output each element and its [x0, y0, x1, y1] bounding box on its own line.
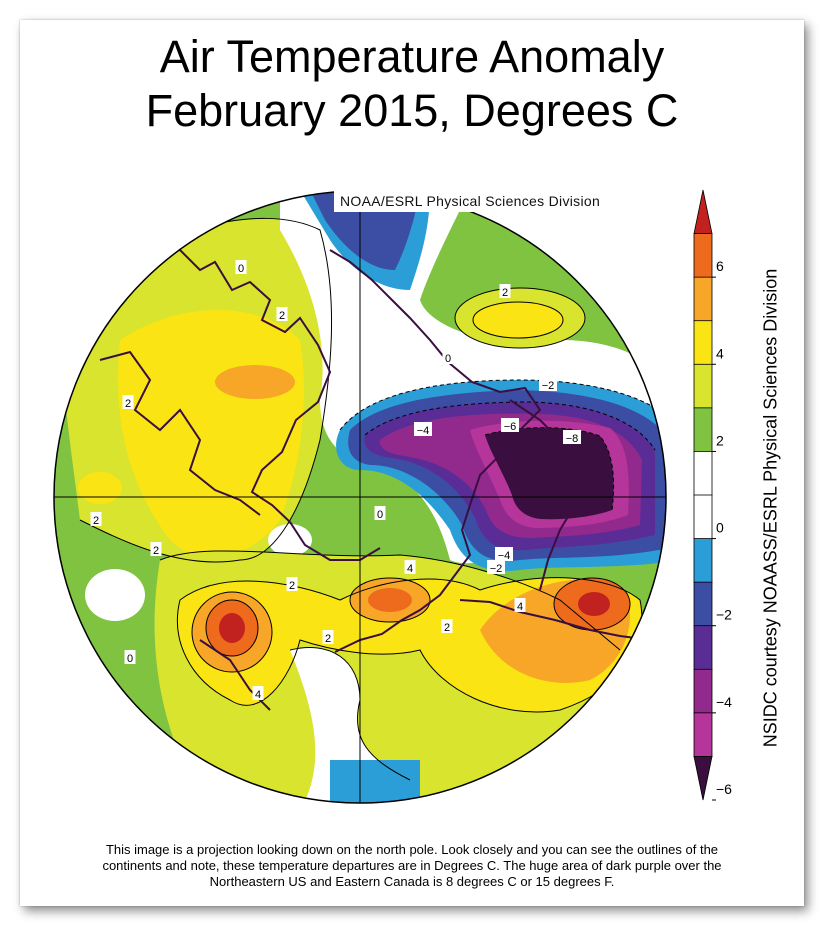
contour-label: 0 [445, 353, 451, 365]
contour-label-bg [374, 506, 386, 520]
contour-label-bg [124, 650, 136, 664]
contour-label: −4 [417, 425, 430, 437]
contour-label: 0 [127, 653, 133, 665]
colorbar-band [693, 276, 713, 322]
colorbar-band [693, 494, 713, 540]
contour-label: 2 [93, 515, 99, 527]
contour-label-bg [150, 542, 162, 556]
colorbar: 6 4 2 0 −2 −4 −6 [693, 189, 732, 801]
contour-label-bg [252, 686, 264, 700]
contour-label: 4 [255, 689, 261, 701]
contour-label: 2 [325, 633, 331, 645]
colorbar-band [693, 363, 713, 409]
colorbar-band [693, 712, 713, 758]
colorbar-bands [693, 189, 713, 801]
colorbar-band [693, 407, 713, 453]
contour-label-bg [90, 512, 102, 526]
title-line-1: Air Temperature Anomaly [159, 31, 665, 82]
colorbar-tick-label: 0 [716, 520, 724, 536]
contour-label-bg [441, 619, 453, 633]
contour-label-bg [514, 598, 526, 612]
colorbar-band [693, 189, 713, 234]
colorbar-band [693, 451, 713, 496]
colorbar-band [693, 320, 713, 366]
contour-label: 0 [377, 509, 383, 521]
contour-label: −2 [542, 380, 555, 392]
continent-outlines [99, 249, 651, 711]
colorbar-tick-label: 6 [716, 258, 724, 274]
colorbar-tick-label: −4 [716, 694, 732, 710]
colorbar-band [693, 625, 713, 671]
contour-labels: 2222222224440000−2−2−4−4−6−8 [90, 260, 581, 701]
caption-line-3: Northeastern US and Eastern Canada is 8 … [209, 874, 615, 889]
colorbar-tick-label: 4 [716, 345, 724, 361]
colorbar-band [693, 581, 713, 627]
contour-label: 2 [153, 545, 159, 557]
contour-label-bg [487, 560, 505, 574]
colorbar-band [693, 668, 713, 714]
contour-label: 4 [517, 601, 523, 613]
contour-label: −2 [490, 563, 503, 575]
contour-label: 4 [407, 563, 413, 575]
contour-label-bg [322, 630, 334, 644]
colorbar-tick-label: −6 [716, 781, 732, 797]
map-credit: NOAA/ESRL Physical Sciences Division [334, 190, 607, 212]
colorbar-tick-label: −2 [716, 607, 732, 623]
contour-label: −6 [504, 421, 517, 433]
colorbar-band [693, 756, 713, 801]
colorbar-ticks: 6 4 2 0 −2 −4 −6 [712, 258, 732, 801]
contour-label: 2 [502, 287, 508, 299]
contour-label: 0 [238, 263, 244, 275]
caption-line-2: continents and note, these temperature d… [102, 858, 722, 873]
contour-label-bg [442, 350, 454, 364]
title-line-2: February 2015, Degrees C [145, 85, 679, 136]
contour-label: 2 [279, 310, 285, 322]
contour-label: 2 [125, 398, 131, 410]
caption-line-1: This image is a projection looking down … [105, 842, 719, 857]
caption: This image is a projection looking down … [40, 842, 784, 890]
side-credit: NSIDC courtesy NOAASS/ESRL Physical Scie… [760, 268, 781, 748]
anomaly-field [54, 191, 666, 803]
colorbar-band [693, 233, 713, 279]
contour-label: 2 [289, 580, 295, 592]
contour-label-bg [276, 307, 288, 321]
contour-label-bg [495, 547, 513, 561]
contour-label: −4 [498, 550, 511, 562]
contour-label-bg [235, 260, 247, 274]
contour-label-bg [122, 395, 134, 409]
contour-label: −8 [566, 433, 579, 445]
colorbar-tick-label: 2 [716, 432, 724, 448]
page-title: Air Temperature Anomaly February 2015, D… [0, 30, 824, 138]
contour-label-bg [563, 430, 581, 444]
contour-label-bg [404, 560, 416, 574]
contour-label-bg [414, 422, 432, 436]
contour-label-bg [539, 377, 557, 391]
contour-label: 2 [444, 622, 450, 634]
contour-label-bg [501, 418, 519, 432]
contour-label-bg [499, 284, 511, 298]
colorbar-band [693, 538, 713, 584]
contour-label-bg [286, 577, 298, 591]
